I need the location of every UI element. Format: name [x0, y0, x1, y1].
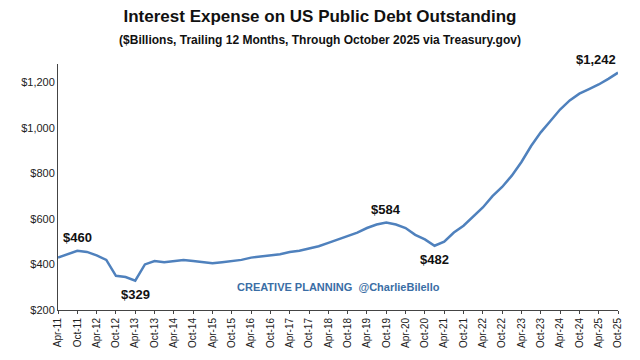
svg-text:CREATIVE PLANNING @CharlieBil: CREATIVE PLANNING @CharlieBilello: [237, 281, 440, 293]
svg-text:Oct-23: Oct-23: [535, 318, 546, 348]
svg-text:Apr-19: Apr-19: [361, 318, 372, 348]
svg-text:Interest Expense on US Public: Interest Expense on US Public Debt Outst…: [119, 7, 521, 47]
svg-text:Apr-17: Apr-17: [284, 318, 295, 348]
svg-text:Oct-12: Oct-12: [110, 318, 121, 348]
svg-text:Oct-24: Oct-24: [574, 318, 585, 348]
svg-text:Apr-24: Apr-24: [554, 318, 565, 348]
svg-text:Oct-20: Oct-20: [419, 318, 430, 348]
svg-text:Oct-21: Oct-21: [458, 318, 469, 348]
svg-text:Oct-13: Oct-13: [149, 318, 160, 348]
svg-text:Oct-18: Oct-18: [342, 318, 353, 348]
svg-text:Apr-25: Apr-25: [593, 318, 604, 348]
svg-text:Oct-17: Oct-17: [303, 318, 314, 348]
svg-text:$1,000: $1,000: [21, 122, 55, 134]
svg-text:$400: $400: [30, 258, 54, 270]
svg-text:$1,242: $1,242: [576, 52, 616, 67]
svg-text:Apr-16: Apr-16: [245, 318, 256, 348]
svg-text:$1,200: $1,200: [21, 76, 55, 88]
svg-text:Oct-22: Oct-22: [496, 318, 507, 348]
svg-text:Apr-12: Apr-12: [91, 318, 102, 348]
svg-text:$329: $329: [121, 287, 150, 302]
svg-text:Apr-21: Apr-21: [438, 318, 449, 348]
svg-text:Apr-14: Apr-14: [168, 318, 179, 348]
svg-text:Apr-20: Apr-20: [400, 318, 411, 348]
svg-text:$584: $584: [371, 202, 401, 217]
svg-text:$482: $482: [420, 252, 449, 267]
svg-text:Apr-23: Apr-23: [516, 318, 527, 348]
svg-text:Apr-15: Apr-15: [207, 318, 218, 348]
svg-text:Oct-11: Oct-11: [72, 318, 83, 348]
svg-text:Oct-19: Oct-19: [381, 318, 392, 348]
svg-text:Apr-18: Apr-18: [323, 318, 334, 348]
svg-text:Apr-22: Apr-22: [477, 318, 488, 348]
svg-text:$800: $800: [30, 167, 54, 179]
svg-text:Oct-25: Oct-25: [612, 318, 623, 348]
svg-text:Oct-14: Oct-14: [187, 318, 198, 348]
svg-text:Oct-15: Oct-15: [226, 318, 237, 348]
svg-text:$600: $600: [30, 213, 54, 225]
svg-text:Oct-16: Oct-16: [265, 318, 276, 348]
svg-text:Apr-11: Apr-11: [52, 318, 63, 348]
svg-text:$460: $460: [63, 230, 92, 245]
svg-text:Apr-13: Apr-13: [129, 318, 140, 348]
svg-text:$200: $200: [30, 304, 54, 316]
